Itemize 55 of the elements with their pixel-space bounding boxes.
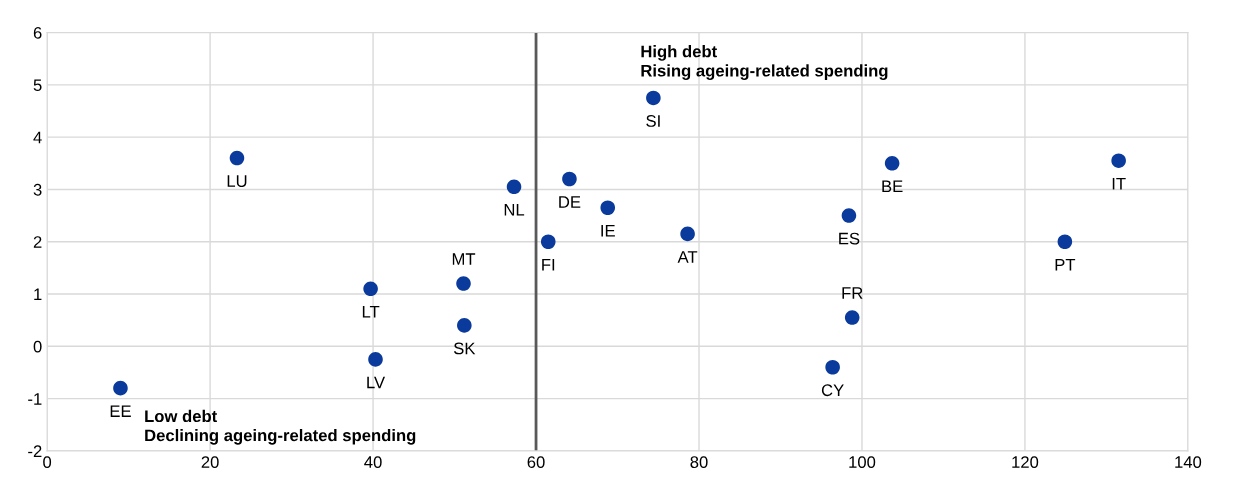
point [562,171,577,187]
y-tick-label: 0 [33,340,42,353]
point [844,310,860,325]
data-label: CY [821,384,844,397]
point [646,90,661,106]
data-label: DE [559,196,581,208]
data-label: EE [110,405,131,417]
data-label: AT [677,251,698,263]
x-tick-label: 40 [364,456,382,468]
point [1057,234,1073,250]
point [229,150,245,166]
data-label: BE [882,180,903,193]
annotation: High debt Rising ageing-related spending [641,45,888,80]
data-label: IE [601,225,615,237]
point [506,179,522,195]
data-label: IT [1112,177,1126,190]
point [1111,153,1126,168]
y-tick-label: 6 [33,26,42,39]
data-label: PT [1055,259,1076,271]
y-tick-label: 4 [33,131,42,144]
x-tick-label: 20 [201,456,219,468]
point [368,352,383,367]
x-tick-label: 60 [527,456,545,468]
x-tick-label: 100 [849,456,876,468]
data-label: FR [842,287,863,299]
data-label: LV [367,376,386,389]
x-tick-label: 120 [1012,456,1039,468]
data-label: SI [646,115,660,127]
y-tick-label: -1 [28,393,42,405]
y-tick-label: 2 [33,236,42,248]
point [363,281,378,297]
point [456,276,471,291]
data-label: FI [542,259,555,271]
annotation: Low debt Declining ageing-related spending [145,409,416,445]
point [113,380,128,396]
point [680,226,695,242]
point [600,200,616,216]
data-label: LT [362,306,380,318]
point [825,359,840,375]
point [540,234,556,250]
x-tick-label: 80 [690,456,708,468]
x-tick-label: 140 [1175,456,1202,468]
data-label: NL [504,204,525,216]
point [841,208,857,223]
y-tick-label: -2 [28,445,42,457]
point [457,318,472,333]
data-label: LU [227,175,247,187]
y-tick-label: 3 [33,183,42,196]
data-label: ES [839,232,860,245]
data-label: SK [453,342,476,355]
y-tick-label: 5 [33,79,42,92]
point [884,156,900,171]
x-tick-label: 0 [43,456,52,468]
y-tick-label: 1 [34,288,42,301]
data-label: MT [452,253,476,265]
